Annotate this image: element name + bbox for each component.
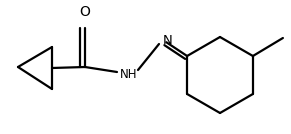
Text: N: N [163,34,173,46]
Text: NH: NH [120,68,138,81]
Text: O: O [79,5,91,19]
